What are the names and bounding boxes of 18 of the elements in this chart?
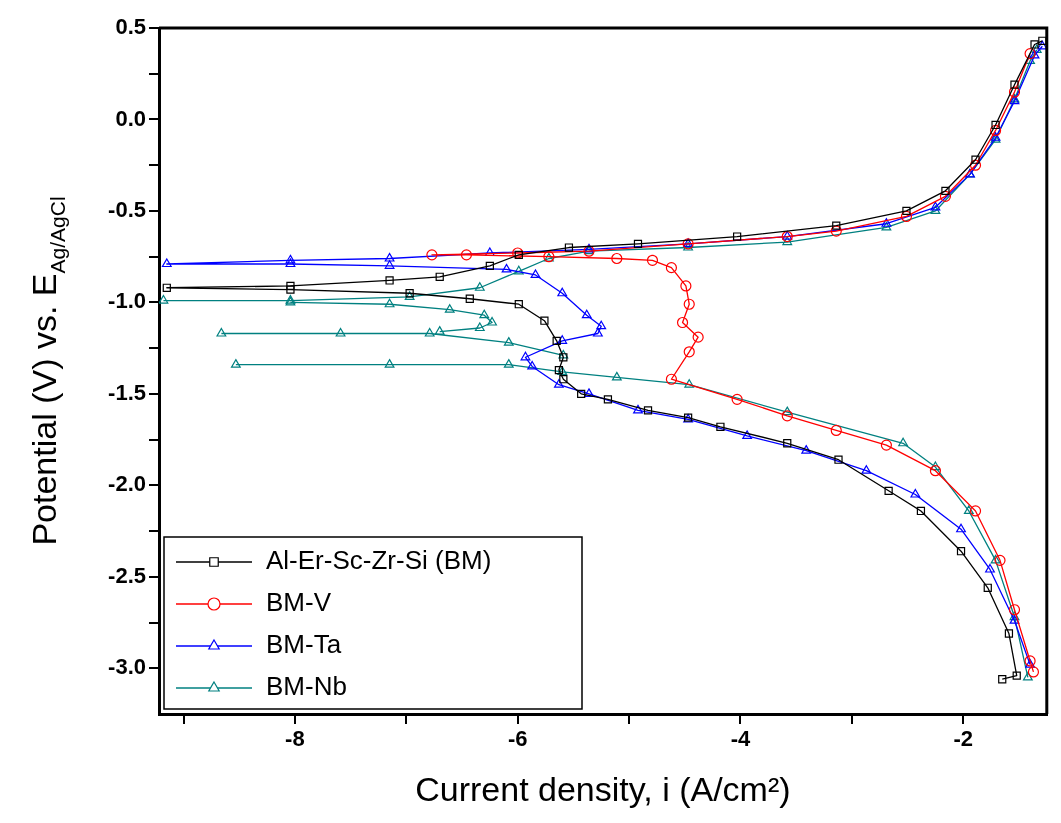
y-tick-label: -1.0 xyxy=(108,288,146,314)
x-tick-label: -8 xyxy=(285,726,305,752)
y-tick-label: -0.5 xyxy=(108,197,146,222)
x-axis-title: Current density, i (A/cm²) xyxy=(415,770,791,808)
legend-label: BM-Nb xyxy=(266,671,347,702)
y-axis-title: Potential (V) vs. EAg/AgCl xyxy=(25,196,69,546)
y-tick-label: -1.5 xyxy=(108,379,146,405)
x-tick-label: -6 xyxy=(507,726,528,752)
y-tick-label: 0.5 xyxy=(115,14,146,40)
x-tick-label: -4 xyxy=(730,726,752,752)
legend-label: BM-Ta xyxy=(266,629,342,660)
y-tick-label: -2.5 xyxy=(108,562,146,588)
x-tick-label: -2 xyxy=(953,726,974,752)
y-tick-label: 0.0 xyxy=(115,105,146,131)
y-tick-label: -2.0 xyxy=(108,471,146,497)
y-tick-label: -3.0 xyxy=(108,654,146,680)
legend-label: Al-Er-Sc-Zr-Si (BM) xyxy=(266,545,492,576)
legend-label: BM-V xyxy=(266,587,332,618)
